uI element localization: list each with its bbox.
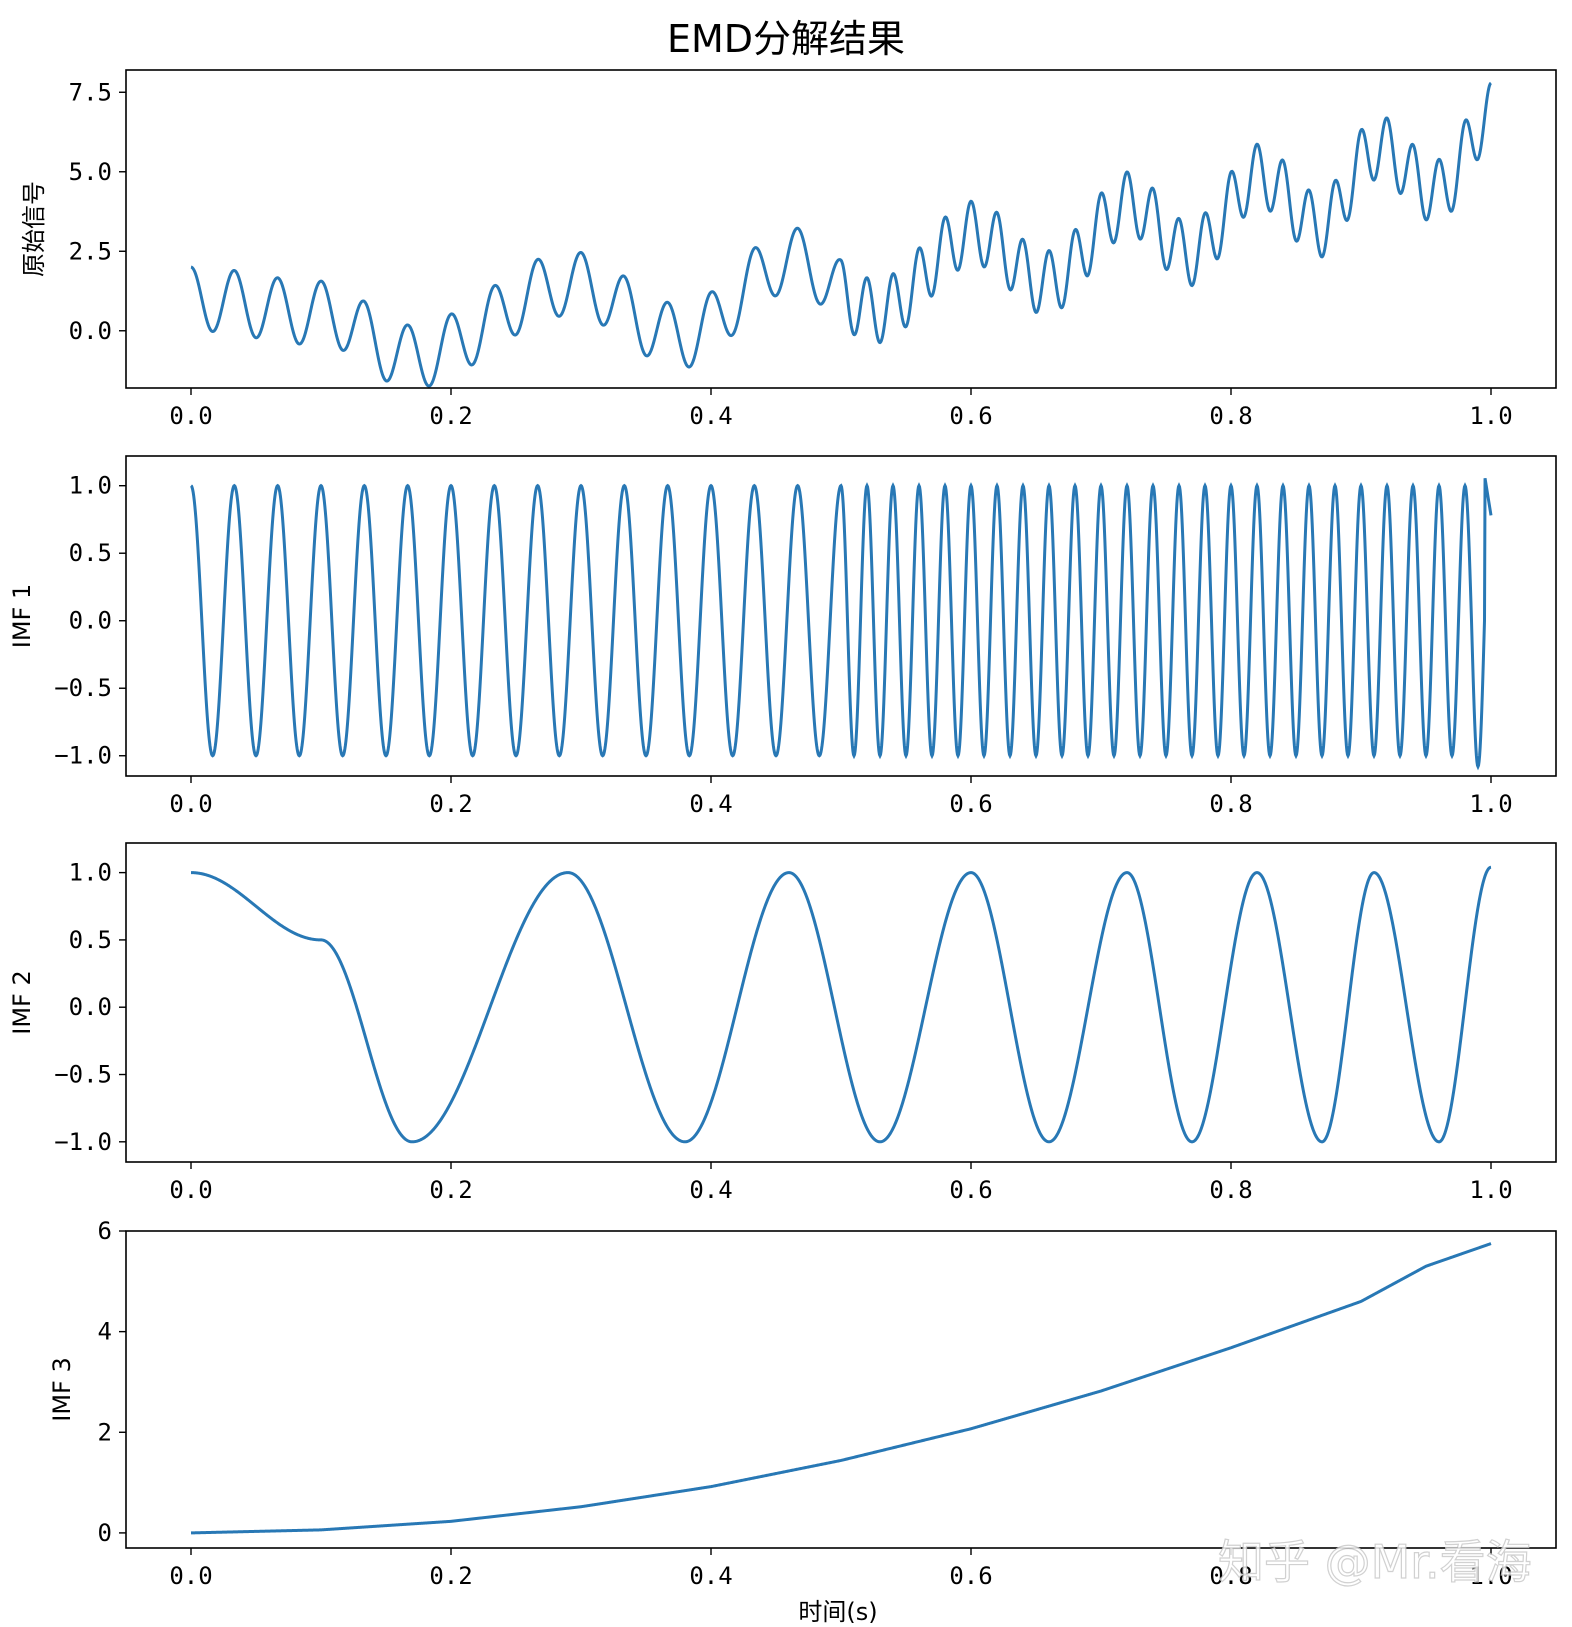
x-tick-label: 0.8 (1209, 790, 1252, 818)
x-tick-label: 0.6 (949, 1562, 992, 1590)
y-tick-label: 0.0 (69, 607, 112, 635)
figure-title: EMD分解结果 (667, 17, 905, 61)
y-tick-label: 1.0 (69, 472, 112, 500)
x-tick-label: 1.0 (1469, 1562, 1512, 1590)
y-axis-label-1: 原始信号 (20, 181, 48, 277)
axes-frame-1 (125, 69, 1557, 389)
x-tick-label: 0.2 (429, 1562, 472, 1590)
x-tick-label: 0.4 (689, 1562, 732, 1590)
x-axis-label: 时间(s) (798, 1598, 877, 1626)
y-axis-label-2: IMF 1 (8, 584, 36, 649)
y-tick-label: 4 (98, 1318, 112, 1346)
x-tick-label: 0.4 (689, 402, 732, 430)
subplot-4: 0.0 0.2 0.4 0.6 0.8 1.0 0 2 4 6 IMF 3 (48, 1217, 1557, 1590)
y-tick-label: 0.5 (69, 926, 112, 954)
y-tick-label: 2 (98, 1418, 112, 1446)
y-tick-label: 0.0 (69, 993, 112, 1021)
x-tick-label: 0.8 (1209, 1176, 1252, 1204)
x-tick-label: 0.8 (1209, 1562, 1252, 1590)
y-tick-label: 7.5 (69, 78, 112, 106)
x-tick-label: 0.0 (169, 402, 212, 430)
x-tick-label: 0.4 (689, 1176, 732, 1204)
y-tick-label: 6 (98, 1217, 112, 1245)
y-tick-label: −0.5 (54, 674, 112, 702)
x-tick-label: 0.0 (169, 790, 212, 818)
series-line-2 (190, 478, 1493, 771)
x-tick-label: 0.4 (689, 790, 732, 818)
x-tick-label: 0.0 (169, 1562, 212, 1590)
y-tick-label: −1.0 (54, 742, 112, 770)
y-tick-label: 0 (98, 1519, 112, 1547)
series-line-3 (191, 865, 1492, 1144)
y-tick-label: 1.0 (69, 859, 112, 887)
x-tick-label: 0.2 (429, 790, 472, 818)
series-line-1 (190, 81, 1492, 388)
axes-frame-3 (125, 842, 1557, 1163)
x-tick-label: 1.0 (1469, 790, 1512, 818)
x-tick-label: 1.0 (1469, 402, 1512, 430)
x-tick-label: 0.2 (429, 402, 472, 430)
y-tick-label: 2.5 (69, 237, 112, 265)
y-axis-label-3: IMF 2 (8, 970, 36, 1035)
watermark: 知乎 @Mr.看海 (1218, 1535, 1532, 1589)
x-tick-label: 0.2 (429, 1176, 472, 1204)
y-axis-label-4: IMF 3 (48, 1357, 76, 1422)
subplot-3: 0.0 0.2 0.4 0.6 0.8 1.0 −1.0 −0.5 0.0 0.5 1.0 IMF 2 (8, 842, 1557, 1204)
x-tick-label: 0.8 (1209, 402, 1252, 430)
axes-frame-4 (125, 1230, 1557, 1549)
y-tick-label: 0.0 (69, 317, 112, 345)
subplot-panels: 0.0 0.2 0.4 0.6 0.8 1.0 0.0 2.5 5.0 7.5 原始信号 0.0 0.2… (8, 69, 1557, 1590)
x-tick-label: 1.0 (1469, 1176, 1512, 1204)
series-line-4 (190, 1242, 1492, 1535)
x-tick-label: 0.6 (949, 790, 992, 818)
y-tick-label: 0.5 (69, 539, 112, 567)
y-tick-label: −1.0 (54, 1128, 112, 1156)
subplot-1: 0.0 0.2 0.4 0.6 0.8 1.0 0.0 2.5 5.0 7.5 原始信号 (20, 69, 1557, 430)
x-tick-label: 0.0 (169, 1176, 212, 1204)
subplot-2: 0.0 0.2 0.4 0.6 0.8 1.0 −1.0 −0.5 0.0 0.5 1.0 IMF 1 (8, 455, 1557, 818)
y-tick-label: −0.5 (54, 1061, 112, 1089)
x-tick-label: 0.6 (949, 1176, 992, 1204)
y-tick-label: 5.0 (69, 158, 112, 186)
x-tick-label: 0.6 (949, 402, 992, 430)
axes-frame-2 (125, 455, 1557, 777)
